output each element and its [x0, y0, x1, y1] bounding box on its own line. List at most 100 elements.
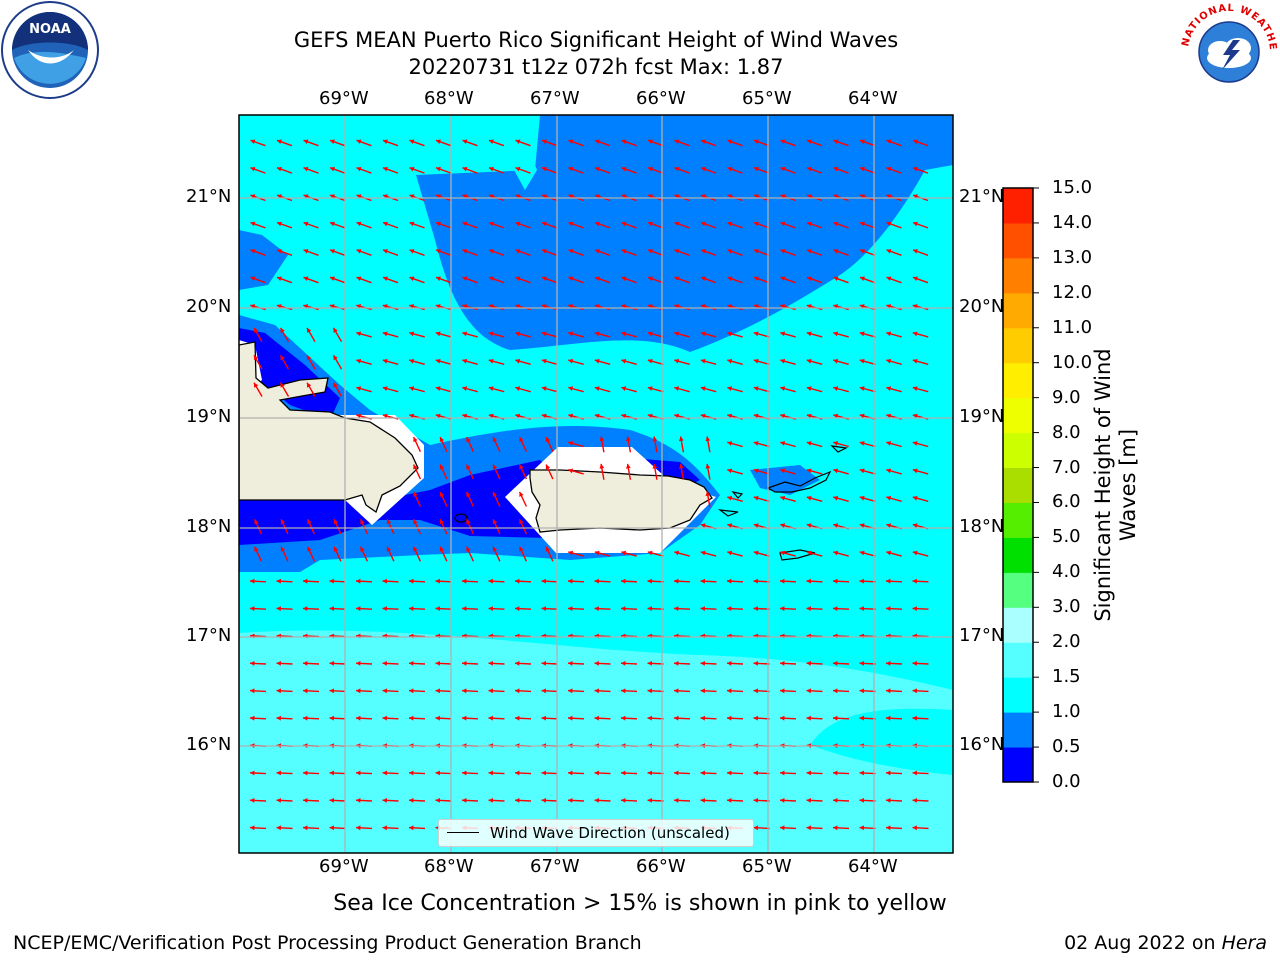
wind-arrow-head [542, 139, 547, 144]
wind-arrow-head [912, 413, 918, 419]
wind-arrow-head [727, 249, 733, 254]
wind-arrow-head [466, 546, 471, 552]
wind-arrow-head [439, 519, 445, 525]
wind-arrow-head [886, 523, 892, 528]
wind-arrow-head [912, 825, 917, 831]
wind-arrow-head [913, 276, 918, 281]
lat-label-right: 21°N [959, 186, 1005, 207]
wind-arrow-head [912, 523, 918, 528]
wind-arrow-head [356, 688, 361, 694]
wind-arrow-head [462, 386, 468, 391]
lat-label-right: 19°N [959, 406, 1005, 427]
wind-arrow-head [488, 413, 494, 419]
wind-arrow-head [652, 436, 658, 442]
wind-arrow-head [462, 688, 467, 694]
wind-arrow-head [568, 441, 574, 446]
wind-arrow-head [568, 139, 574, 144]
wind-arrow-head [303, 825, 308, 831]
colorbar-segment [1003, 677, 1033, 713]
wind-arrow-head [330, 249, 335, 254]
wind-arrow-head [409, 166, 415, 172]
wind-arrow-head [647, 358, 653, 364]
wind-arrow-head [701, 276, 706, 281]
wind-arrow-head [886, 441, 892, 446]
wind-arrow-head [409, 413, 415, 419]
lat-label-right: 16°N [959, 734, 1005, 755]
wind-arrow-head [439, 546, 445, 552]
wind-arrow-head [541, 688, 546, 694]
map-frame [238, 114, 954, 854]
wind-arrow-head [727, 358, 733, 364]
wind-arrow-head [542, 166, 547, 172]
wind-arrow-head [753, 661, 758, 666]
wind-arrow-head [806, 468, 812, 474]
wind-arrow-head [594, 413, 600, 419]
lon-label-bottom: 65°W [742, 856, 792, 877]
lon-label-top: 67°W [530, 88, 580, 109]
wind-arrow-head [705, 436, 711, 442]
wind-arrow-head [780, 495, 786, 501]
wind-arrow-head [621, 249, 627, 254]
wind-arrow-head [492, 519, 498, 525]
wind-arrow-head [276, 688, 281, 694]
wind-arrow-head [700, 358, 706, 364]
wind-arrow-head [435, 413, 441, 419]
land-st-croix [779, 549, 816, 561]
wind-arrow-head [912, 550, 918, 556]
wind-arrow-head [435, 331, 441, 337]
wind-arrow-head [386, 519, 392, 525]
lat-label-right: 17°N [959, 625, 1005, 646]
wind-arrow-head [674, 139, 680, 144]
wind-arrow-head [515, 166, 521, 172]
wind-arrow-head [303, 715, 308, 721]
wind-arrow-head [807, 249, 812, 254]
wind-arrow-head [519, 437, 524, 443]
wind-arrow-head [594, 386, 600, 391]
wind-arrow-head [333, 519, 339, 525]
wind-arrow-head [886, 221, 892, 227]
wind-arrow-head [382, 715, 387, 721]
wind-arrow-head [515, 606, 520, 611]
wind-arrow-head [250, 825, 255, 831]
colorbar-segment [1003, 188, 1033, 224]
wind-arrow-head [859, 578, 864, 584]
wind-arrow-head [462, 221, 468, 227]
footer-machine: Hera [1221, 932, 1267, 954]
colorbar-segment [1003, 502, 1033, 538]
wind-arrow-head [386, 546, 392, 552]
wind-arrow-head [462, 139, 468, 144]
wind-arrow-head [594, 661, 599, 666]
wind-arrow-head [462, 661, 467, 666]
wind-arrow-head [250, 221, 256, 227]
wind-arrow-head [519, 519, 524, 525]
wind-arrow-head [488, 688, 493, 694]
wind-arrow-head [753, 523, 759, 528]
wind-arrow-head [886, 413, 892, 419]
wind-arrow-head [276, 606, 281, 611]
wind-arrow-head [250, 688, 255, 694]
wind-arrow-head [360, 546, 365, 552]
wind-arrow-head [382, 825, 387, 831]
wind-arrow-head [307, 546, 312, 552]
wind-arrow-head [647, 688, 652, 694]
wind-arrow-head [727, 578, 732, 584]
wind-arrow-head [833, 523, 839, 528]
wind-arrow-head [806, 715, 811, 721]
wind-arrow-head [859, 331, 865, 337]
wind-arrow-head [303, 770, 308, 776]
wind-arrow-head [753, 358, 759, 364]
wind-arrow-head [833, 413, 839, 419]
colorbar-segment [1003, 432, 1033, 469]
wind-arrow-head [913, 221, 918, 227]
wind-arrow-head [701, 166, 706, 172]
wind-arrow-head [860, 249, 865, 254]
wind-arrow-head [515, 249, 521, 254]
land-mona-island [454, 513, 468, 523]
colorbar-segment [1003, 327, 1033, 364]
lat-label-left: 20°N [186, 296, 232, 317]
wind-arrow-head [541, 798, 546, 803]
wind-arrow-head [647, 715, 652, 721]
wind-arrow-head [647, 606, 652, 611]
wind-arrow-head [912, 770, 917, 776]
wind-arrow-head [541, 331, 547, 337]
